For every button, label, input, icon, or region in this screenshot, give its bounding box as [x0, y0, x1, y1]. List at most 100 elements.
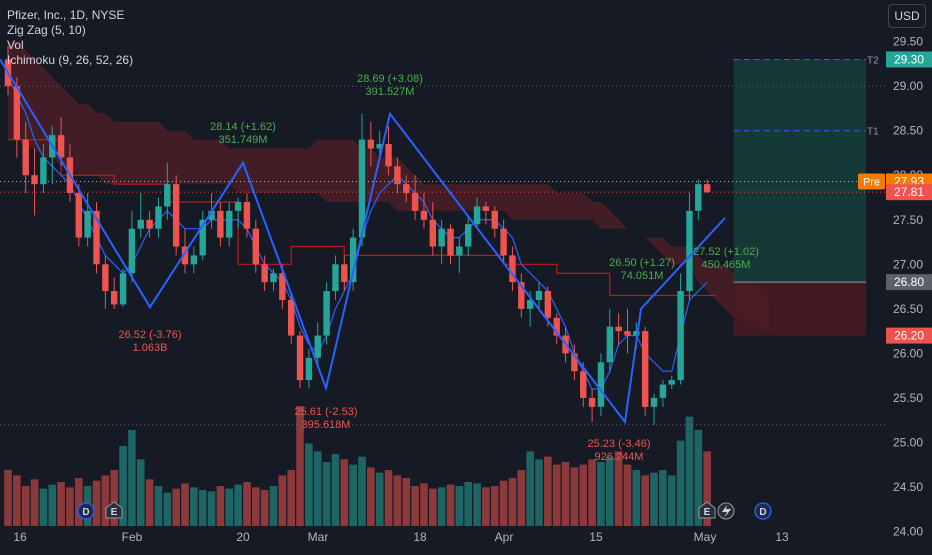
y-axis: 24.00 24.50 25.00 25.50 26.00 26.50 27.00 27.50… [858, 0, 932, 550]
zigzag-label-volume: 1.063B [133, 342, 168, 354]
volume-bar [614, 451, 623, 526]
candle-body [526, 299, 534, 309]
earnings-marker [105, 501, 123, 519]
pre-tag-text: Pre [863, 176, 880, 188]
indicator-zigzag[interactable]: Zig Zag (5, 10) [7, 23, 86, 37]
volume-bar [694, 430, 703, 526]
volume-bar [136, 459, 145, 526]
volume-bar [667, 475, 676, 526]
candle-body [323, 291, 330, 336]
candle-body [385, 144, 392, 167]
candle-body [234, 201, 242, 211]
volume-bar [92, 480, 101, 526]
candle-body [22, 139, 29, 176]
volume-bar [508, 478, 517, 526]
indicator-vol[interactable]: Vol [7, 38, 24, 52]
volume-bar [526, 451, 534, 526]
price-tag-last [886, 184, 932, 201]
y-tick-label: 26.50 [893, 302, 923, 316]
zigzag-label-value: 26.50 (+1.27) [609, 257, 675, 269]
candle-body [93, 210, 100, 265]
volume-bar [676, 440, 685, 526]
candle-body [509, 255, 516, 283]
volume-bar [119, 446, 127, 526]
volume-bar [340, 459, 349, 526]
candle-body [376, 144, 383, 149]
candle-body [349, 237, 357, 283]
candle-body [358, 139, 366, 238]
candle-body [199, 219, 206, 256]
volume-bar [561, 462, 570, 526]
volume-bar [358, 456, 366, 526]
candle-body [314, 335, 321, 358]
candle-body [270, 273, 277, 283]
volume-bar [499, 480, 508, 526]
volume-bar [30, 479, 39, 526]
volume-bar [544, 456, 552, 526]
candle-body [394, 166, 401, 185]
volume-bar [234, 484, 242, 526]
y-tick-label: 29.00 [893, 79, 923, 93]
volume-bar [429, 488, 437, 526]
candle-body [686, 210, 693, 292]
y-tick-label: 24.00 [893, 525, 923, 539]
candle-body [181, 246, 189, 265]
candle-body [217, 210, 224, 238]
volume-bar [75, 478, 83, 526]
event-marker-label: E [111, 507, 118, 518]
volume-bar [128, 430, 136, 526]
y-tick-label: 27.00 [893, 257, 923, 271]
candle-body [13, 86, 21, 140]
volume-bar [367, 467, 375, 526]
volume-bar [384, 470, 393, 526]
candle-body [31, 175, 38, 185]
candle-body [146, 219, 153, 229]
indicator-ichimoku[interactable]: Ichimoku (9, 26, 52, 26) [7, 53, 134, 67]
volume-bar [260, 490, 269, 526]
volume-bar [66, 487, 74, 526]
candle-body [332, 264, 339, 292]
event-marker-label: E [704, 507, 711, 518]
zigzag-label-volume: 395.618M [302, 419, 351, 431]
zigzag-label-value: 28.69 (+3.08) [357, 73, 423, 85]
candle-body [279, 273, 286, 300]
candle-body [473, 206, 481, 225]
x-tick-label: Feb [122, 530, 143, 544]
candle-body [597, 362, 605, 407]
volume-bar [588, 459, 596, 526]
candle-body [650, 397, 658, 407]
volume-bar [482, 487, 490, 526]
y-tick-label: 28.50 [893, 124, 923, 138]
price-tag-text-last: 27.81 [894, 185, 924, 199]
volume-bar [216, 486, 225, 526]
candle-body [633, 331, 640, 336]
pre-tag [858, 173, 885, 190]
volume-bar [39, 488, 48, 526]
price-tag-stop [886, 327, 932, 344]
candle-body [411, 193, 419, 211]
volume-bar [110, 470, 118, 526]
x-tick-label: 15 [589, 530, 603, 544]
volume-bar [322, 462, 331, 526]
candle-body [208, 210, 215, 220]
zigzag-label-value: 27.52 (+1.02) [693, 246, 759, 258]
candle-body [456, 246, 463, 256]
volume-bar [606, 456, 614, 526]
y-tick-label: 29.50 [893, 35, 923, 49]
label-t1: T1 [867, 127, 879, 138]
price-tag-text-target: 29.30 [894, 52, 924, 66]
volume-bar [659, 470, 667, 526]
candle-body [288, 299, 295, 336]
volume-bar [517, 470, 526, 526]
volume-bar [464, 482, 472, 526]
symbol-title[interactable]: Pfizer, Inc., 1D, NYSE [7, 8, 125, 22]
candle-body [403, 184, 410, 194]
candle-body [553, 317, 560, 336]
volume-bar [570, 467, 579, 526]
currency-button[interactable]: USD [888, 4, 926, 28]
zigzag-label-volume: 391.527M [366, 86, 415, 98]
dividend-marker [77, 502, 95, 520]
